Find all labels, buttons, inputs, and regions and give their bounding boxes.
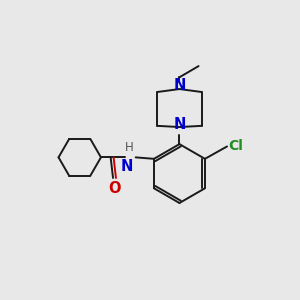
Text: N: N: [173, 79, 186, 94]
Text: N: N: [173, 117, 186, 132]
Text: O: O: [108, 181, 121, 196]
Text: Cl: Cl: [229, 140, 243, 154]
Text: H: H: [124, 141, 133, 154]
Text: N: N: [121, 159, 133, 174]
